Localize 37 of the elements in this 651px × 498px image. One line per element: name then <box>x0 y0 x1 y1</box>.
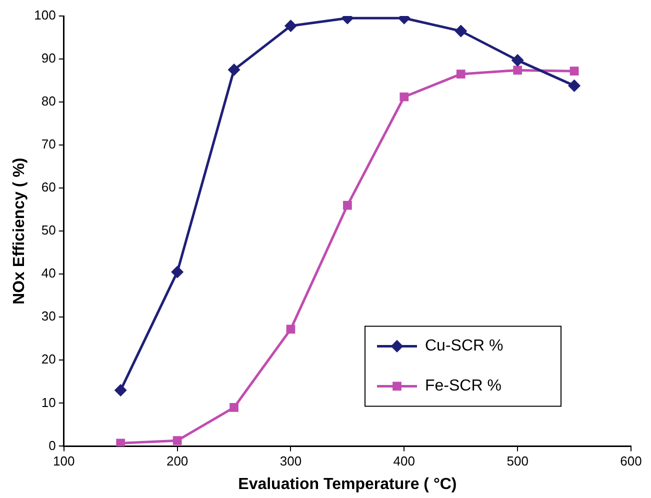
y-tick-label: 100 <box>34 8 56 23</box>
y-tick-label: 40 <box>41 266 56 281</box>
point <box>455 25 467 37</box>
y-tick-label: 0 <box>48 438 56 453</box>
y-tick-label: 10 <box>41 394 56 410</box>
y-axis-title: NOx Efficiency ( %) <box>11 158 28 304</box>
point <box>286 324 296 334</box>
y-tick-label: 90 <box>41 50 56 66</box>
y-tick-label: 80 <box>41 94 56 109</box>
point <box>513 66 522 75</box>
x-tick-label: 100 <box>53 454 75 469</box>
point <box>116 438 126 446</box>
point <box>568 80 580 92</box>
point <box>172 436 182 446</box>
point <box>228 64 240 76</box>
y-tick-label: 50 <box>41 222 56 238</box>
point <box>230 403 238 412</box>
point <box>456 70 466 79</box>
y-tick-label: 20 <box>41 352 56 367</box>
x-tick-label: 200 <box>166 454 188 469</box>
point <box>172 266 184 278</box>
x-tick-label: 300 <box>280 454 302 469</box>
point <box>512 54 524 66</box>
y-tick-label: 60 <box>41 180 56 195</box>
legend-label: Fe-SCR % <box>425 378 502 395</box>
legend-label: Cu-SCR % <box>425 338 504 355</box>
point <box>114 384 126 396</box>
x-tick-label: 600 <box>620 454 642 469</box>
point <box>400 92 409 102</box>
x-tick-label: 500 <box>506 454 528 469</box>
y-tick-label: 70 <box>41 136 56 152</box>
point <box>570 66 579 76</box>
point <box>343 200 352 210</box>
point <box>284 20 296 32</box>
y-tick-label: 30 <box>41 308 56 324</box>
x-tick-label: 400 <box>393 454 416 469</box>
x-axis-title: Evaluation Temperature ( °C) <box>238 476 457 493</box>
